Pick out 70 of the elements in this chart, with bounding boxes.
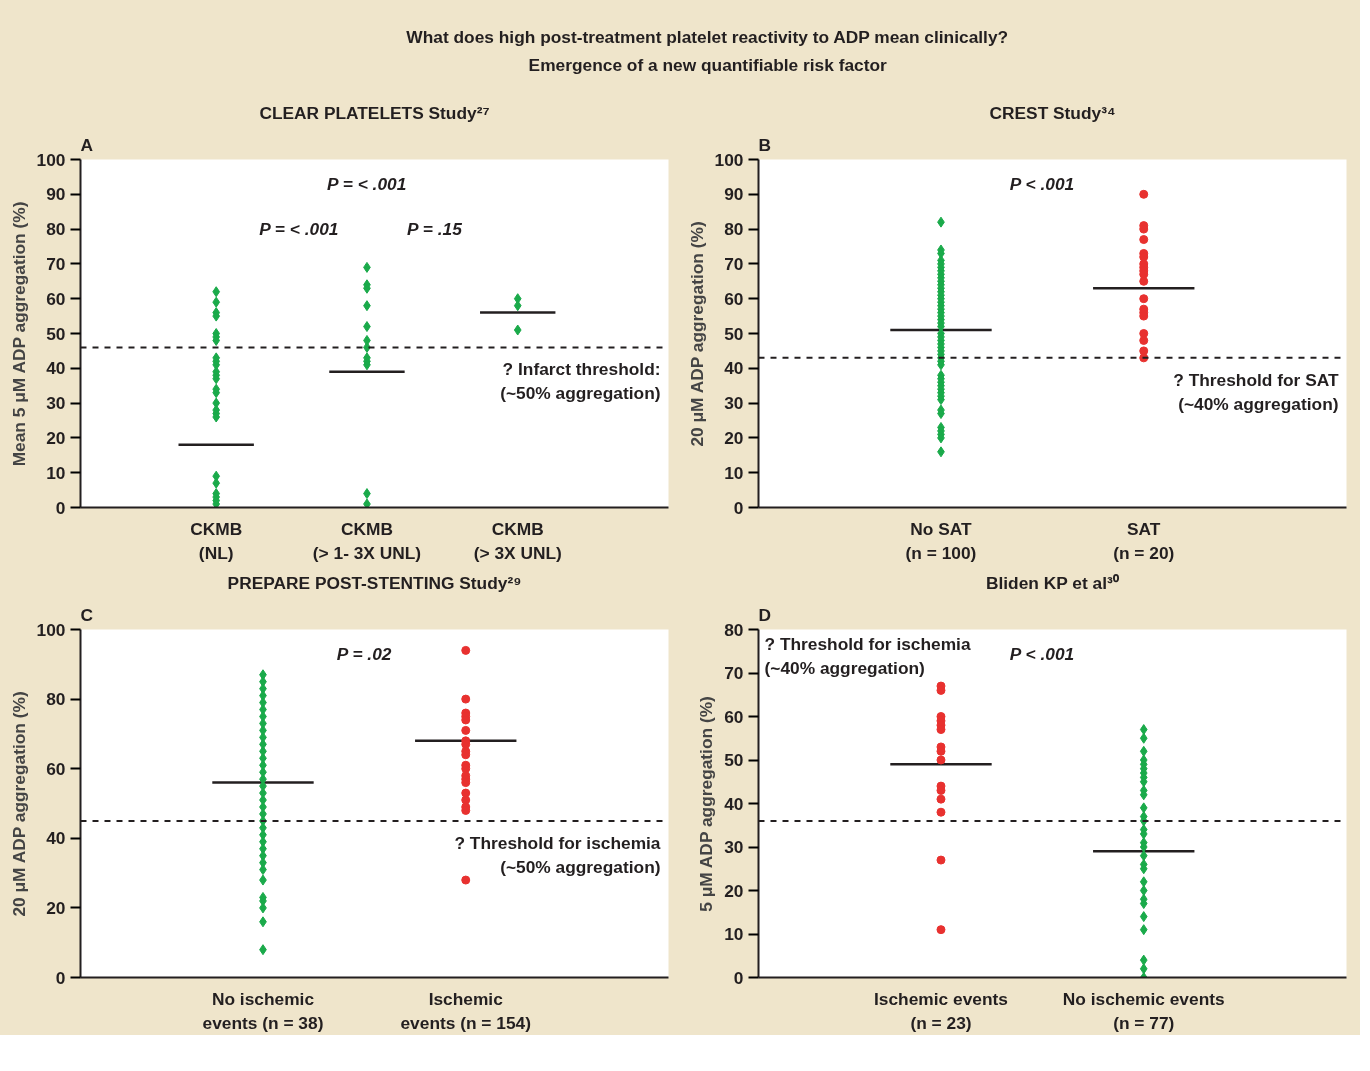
- text: D: [758, 604, 772, 625]
- y-tick-label: 90: [46, 184, 66, 205]
- y-tick-label: 90: [724, 184, 744, 205]
- x-tick-label: No ischemic events (n = 38): [202, 988, 324, 1033]
- x-tick-label: Ischemic events (n = 23): [874, 988, 1008, 1033]
- text: What does high post-treatment platelet reactivity to ADP mean clinically?: [406, 26, 1009, 47]
- y-tick-label: 40: [724, 358, 744, 379]
- annotation: P = < .001: [259, 219, 339, 240]
- annotation: P = < .001: [326, 173, 407, 194]
- y-tick-label: 0: [733, 497, 744, 518]
- y-tick-label: 100: [714, 149, 744, 170]
- y-tick-label: 100: [36, 619, 66, 640]
- y-tick-label: 100: [36, 149, 66, 170]
- x-tick-label: Ischemic events (n = 154): [400, 988, 532, 1033]
- y-tick-label: 40: [46, 358, 66, 379]
- annotation: P = .02: [336, 643, 392, 664]
- chart-title: CREST Study³⁴: [989, 102, 1116, 123]
- y-tick-label: 70: [724, 253, 744, 274]
- y-tick-label: 40: [46, 828, 66, 849]
- y-tick-label: 60: [46, 288, 66, 309]
- y-tick-label: 30: [724, 837, 744, 857]
- annotation: ? Threshold for ischemia (~40% aggregation): [764, 633, 971, 678]
- y-tick-label: 0: [55, 967, 66, 988]
- annotation: ? Threshold for SAT (~40% aggregation): [1173, 369, 1339, 414]
- y-tick-label: 80: [724, 619, 744, 640]
- y-tick-label: 30: [724, 393, 744, 414]
- annotation: P < .001: [1009, 173, 1075, 194]
- y-axis-title: 5 μM ADP aggregation (%): [696, 696, 717, 912]
- y-tick-label: 50: [724, 750, 744, 770]
- x-tick-label: CKMB (NL): [190, 518, 243, 563]
- annotation: P = .15: [407, 219, 463, 240]
- y-tick-label: 20: [724, 880, 744, 901]
- y-tick-label: 50: [724, 323, 744, 344]
- annotation: ? Infarct threshold: (~50% aggregation): [500, 359, 661, 404]
- x-tick-label: No SAT (n = 100): [905, 518, 977, 563]
- y-tick-label: 80: [724, 219, 744, 240]
- chart-title: CLEAR PLATELETS Study²⁷: [259, 102, 490, 123]
- y-tick-label: 70: [46, 253, 66, 274]
- y-tick-label: 80: [46, 219, 66, 240]
- y-tick-label: 60: [46, 758, 66, 779]
- y-axis-title: 20 μM ADP aggregation (%): [686, 221, 707, 447]
- annotation: ? Threshold for ischemia (~50% aggregation): [454, 832, 661, 877]
- y-tick-label: 40: [724, 793, 744, 814]
- y-tick-label: 50: [46, 323, 66, 344]
- y-tick-label: 70: [724, 663, 744, 683]
- y-tick-label: 20: [724, 427, 744, 448]
- chart-title: Bliden KP et al³⁰: [985, 572, 1120, 593]
- y-tick-label: 60: [724, 706, 744, 727]
- y-tick-label: 10: [724, 462, 744, 483]
- text: Emergence of a new quantifiable risk factor: [528, 55, 888, 76]
- y-tick-label: 30: [46, 393, 66, 414]
- x-tick-label: CKMB (> 1- 3X UNL): [312, 518, 422, 563]
- x-tick-label: SAT (n = 20): [1113, 518, 1175, 563]
- y-tick-label: 0: [733, 967, 744, 988]
- text: C: [80, 604, 94, 625]
- y-tick-label: 0: [55, 497, 66, 518]
- y-tick-label: 20: [46, 897, 66, 918]
- x-tick-label: No ischemic events (n = 77): [1062, 988, 1225, 1033]
- text: A: [80, 134, 94, 155]
- text: B: [758, 134, 772, 155]
- y-tick-label: 20: [46, 427, 66, 448]
- y-tick-label: 10: [46, 462, 66, 483]
- y-axis-title: 20 μM ADP aggregation (%): [8, 691, 29, 917]
- x-tick-label: CKMB (> 3X UNL): [473, 518, 562, 563]
- y-tick-label: 10: [724, 924, 744, 944]
- y-tick-label: 80: [46, 689, 66, 710]
- annotation: P < .001: [1009, 643, 1075, 664]
- chart-title: PREPARE POST-STENTING Study²⁹: [227, 572, 522, 593]
- y-tick-label: 60: [724, 288, 744, 309]
- y-axis-title: Mean 5 μM ADP aggregation (%): [8, 201, 29, 467]
